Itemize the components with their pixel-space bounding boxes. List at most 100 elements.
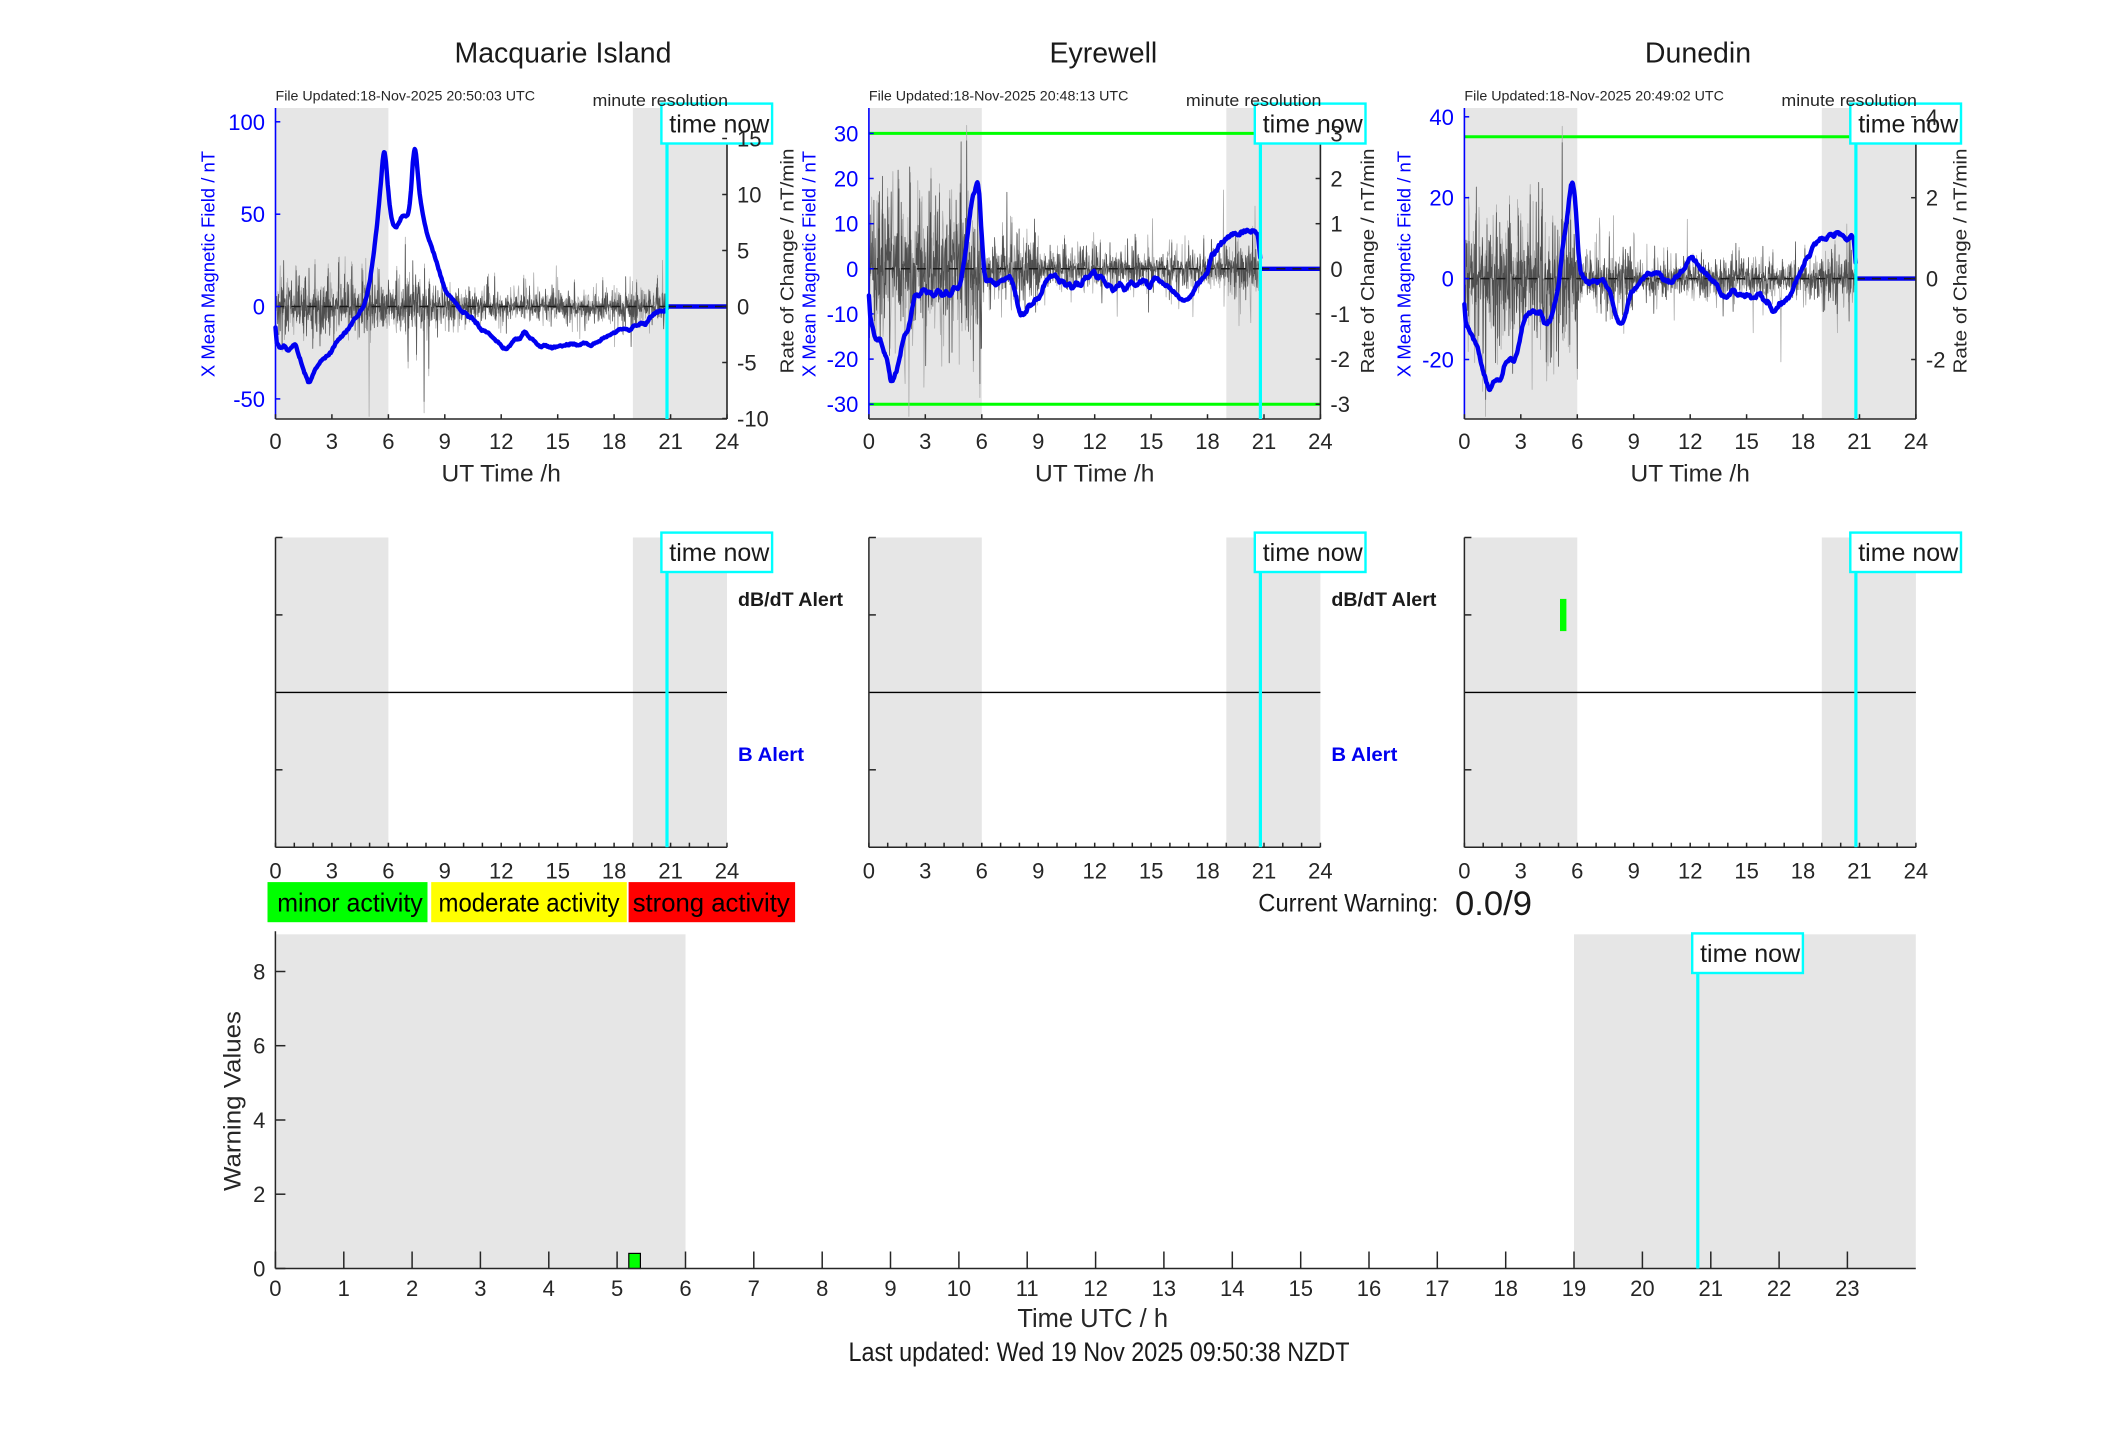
svg-text:21: 21	[658, 429, 682, 454]
svg-text:3: 3	[326, 429, 338, 454]
svg-text:3: 3	[1330, 121, 1342, 146]
svg-text:12: 12	[1678, 859, 1702, 884]
svg-text:6: 6	[1571, 429, 1583, 454]
svg-text:15: 15	[1139, 429, 1163, 454]
svg-text:12: 12	[1082, 859, 1106, 884]
svg-text:X Mean Magnetic Field / nT: X Mean Magnetic Field / nT	[198, 151, 219, 377]
svg-text:12: 12	[1678, 429, 1702, 454]
svg-text:6: 6	[1571, 859, 1583, 884]
svg-text:0: 0	[1458, 429, 1470, 454]
svg-text:-30: -30	[827, 392, 859, 417]
svg-text:time now: time now	[1858, 111, 1959, 139]
svg-text:21: 21	[658, 859, 682, 884]
svg-text:9: 9	[884, 1276, 896, 1301]
svg-text:10: 10	[947, 1276, 971, 1301]
svg-text:11: 11	[1016, 1276, 1039, 1301]
svg-text:3: 3	[919, 859, 931, 884]
svg-text:3: 3	[1515, 429, 1527, 454]
svg-text:X Mean Magnetic Field / nT: X Mean Magnetic Field / nT	[1394, 151, 1415, 377]
svg-text:22: 22	[1767, 1276, 1791, 1301]
svg-text:0: 0	[737, 295, 749, 320]
svg-text:15: 15	[1734, 429, 1758, 454]
svg-text:-20: -20	[827, 347, 859, 372]
svg-text:20: 20	[1630, 1276, 1654, 1301]
svg-text:15: 15	[737, 127, 761, 152]
svg-text:-20: -20	[1422, 348, 1454, 373]
svg-text:10: 10	[834, 212, 858, 237]
svg-text:15: 15	[1288, 1276, 1312, 1301]
svg-text:24: 24	[715, 859, 739, 884]
svg-text:-2: -2	[1926, 348, 1946, 373]
svg-text:18: 18	[1195, 859, 1219, 884]
svg-text:5: 5	[737, 239, 749, 264]
svg-text:12: 12	[489, 429, 513, 454]
svg-text:3: 3	[474, 1276, 486, 1301]
svg-text:9: 9	[439, 859, 451, 884]
svg-text:File Updated:18-Nov-2025 20:50: File Updated:18-Nov-2025 20:50:03 UTC	[276, 89, 536, 104]
svg-text:12: 12	[489, 859, 513, 884]
svg-text:0: 0	[269, 859, 281, 884]
svg-text:minute resolution: minute resolution	[1781, 92, 1917, 110]
svg-text:24: 24	[1904, 429, 1928, 454]
svg-text:24: 24	[1904, 859, 1928, 884]
svg-text:Warning Values: Warning Values	[219, 1011, 246, 1191]
svg-text:15: 15	[1734, 859, 1758, 884]
svg-text:2: 2	[253, 1182, 265, 1207]
svg-text:-2: -2	[1330, 347, 1350, 372]
svg-text:2: 2	[1330, 167, 1342, 192]
svg-text:File Updated:18-Nov-2025 20:49: File Updated:18-Nov-2025 20:49:02 UTC	[1464, 89, 1724, 104]
svg-text:8: 8	[253, 960, 265, 985]
svg-text:0: 0	[253, 295, 265, 320]
svg-text:18: 18	[1195, 429, 1219, 454]
svg-text:8: 8	[816, 1276, 828, 1301]
svg-text:0: 0	[269, 429, 281, 454]
svg-text:15: 15	[545, 859, 569, 884]
svg-text:-50: -50	[233, 387, 265, 412]
svg-text:5: 5	[611, 1276, 623, 1301]
svg-text:Current Warning:: Current Warning:	[1258, 890, 1438, 918]
svg-text:3: 3	[919, 429, 931, 454]
svg-text:15: 15	[545, 429, 569, 454]
svg-text:B Alert: B Alert	[1331, 744, 1398, 766]
svg-text:16: 16	[1357, 1276, 1381, 1301]
svg-text:Rate of Change / nT/min: Rate of Change / nT/min	[1357, 149, 1378, 374]
svg-text:-3: -3	[1330, 392, 1350, 417]
svg-text:18: 18	[602, 429, 626, 454]
svg-text:time now: time now	[669, 111, 770, 139]
svg-text:Time UTC / h: Time UTC / h	[1017, 1305, 1168, 1333]
svg-text:-1: -1	[1330, 302, 1350, 327]
svg-text:6: 6	[679, 1276, 691, 1301]
svg-text:minute resolution: minute resolution	[1186, 92, 1322, 110]
svg-text:B Alert: B Alert	[738, 744, 805, 766]
svg-text:-10: -10	[737, 407, 769, 432]
svg-text:21: 21	[1252, 429, 1276, 454]
svg-text:3: 3	[326, 859, 338, 884]
svg-text:UT Time /h: UT Time /h	[1631, 461, 1750, 488]
svg-text:1: 1	[1330, 212, 1342, 237]
svg-text:dB/dT Alert: dB/dT Alert	[1331, 589, 1437, 611]
svg-text:0.0/9: 0.0/9	[1455, 885, 1532, 923]
svg-text:0: 0	[863, 859, 875, 884]
svg-text:1: 1	[338, 1276, 350, 1301]
svg-text:Dunedin: Dunedin	[1645, 38, 1751, 70]
svg-text:24: 24	[715, 429, 739, 454]
svg-text:time now: time now	[1700, 940, 1801, 968]
svg-text:0: 0	[269, 1276, 281, 1301]
svg-text:strong activity: strong activity	[633, 888, 790, 918]
svg-text:21: 21	[1252, 859, 1276, 884]
svg-text:6: 6	[253, 1034, 265, 1059]
svg-text:minor activity: minor activity	[277, 888, 423, 918]
svg-text:9: 9	[439, 429, 451, 454]
svg-text:-5: -5	[737, 351, 757, 376]
svg-text:21: 21	[1847, 859, 1871, 884]
svg-text:21: 21	[1847, 429, 1871, 454]
svg-text:9: 9	[1032, 859, 1044, 884]
svg-text:30: 30	[834, 121, 858, 146]
svg-text:dB/dT Alert: dB/dT Alert	[738, 589, 844, 611]
svg-text:10: 10	[737, 183, 761, 208]
svg-text:50: 50	[241, 202, 265, 227]
svg-text:12: 12	[1082, 429, 1106, 454]
svg-text:moderate activity: moderate activity	[439, 888, 620, 918]
svg-text:0: 0	[1926, 267, 1938, 292]
svg-text:time now: time now	[1263, 539, 1364, 567]
